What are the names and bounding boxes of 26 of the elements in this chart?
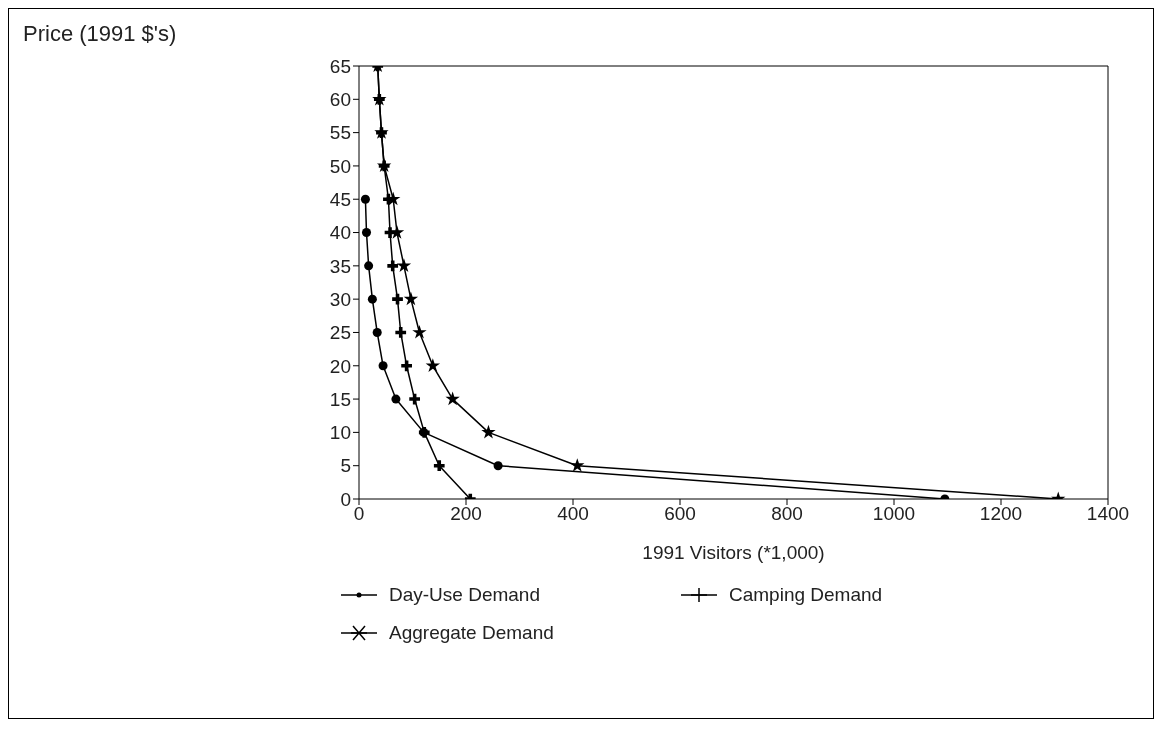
x-tick-label: 1000 [872,503,916,525]
x-tick-label: 600 [664,503,696,525]
text: Price (1991 $'s) [23,21,177,47]
y-tick-label: 45 [329,188,351,210]
y-tick-label: 50 [329,155,351,177]
x-axis-title: 1991 Visitors (*1,000) [642,542,825,563]
y-tick-label: 20 [329,355,351,377]
x-tick-label: 400 [557,503,589,525]
y-tick-label: 5 [340,455,351,477]
legend-label: Day-Use Demand [389,584,540,606]
x-tick-label: 800 [771,503,803,525]
y-tick-label: 30 [329,288,351,310]
x-tick-label: 1400 [1086,503,1130,525]
y-tick-label: 10 [329,422,351,444]
legend-label: Aggregate Demand [389,622,554,644]
y-tick-label: 15 [329,388,351,410]
y-tick-label: 25 [329,322,351,344]
y-tick-label: 35 [329,255,351,277]
legend-label: Camping Demand [729,584,883,606]
y-tick-label: 40 [329,222,351,244]
y-tick-label: 60 [329,89,351,111]
x-tick-label: 200 [450,503,482,525]
y-tick-label: 65 [329,55,351,77]
y-tick-label: 0 [340,488,351,510]
y-tick-label: 55 [329,122,351,144]
x-tick-label: 1200 [979,503,1023,525]
